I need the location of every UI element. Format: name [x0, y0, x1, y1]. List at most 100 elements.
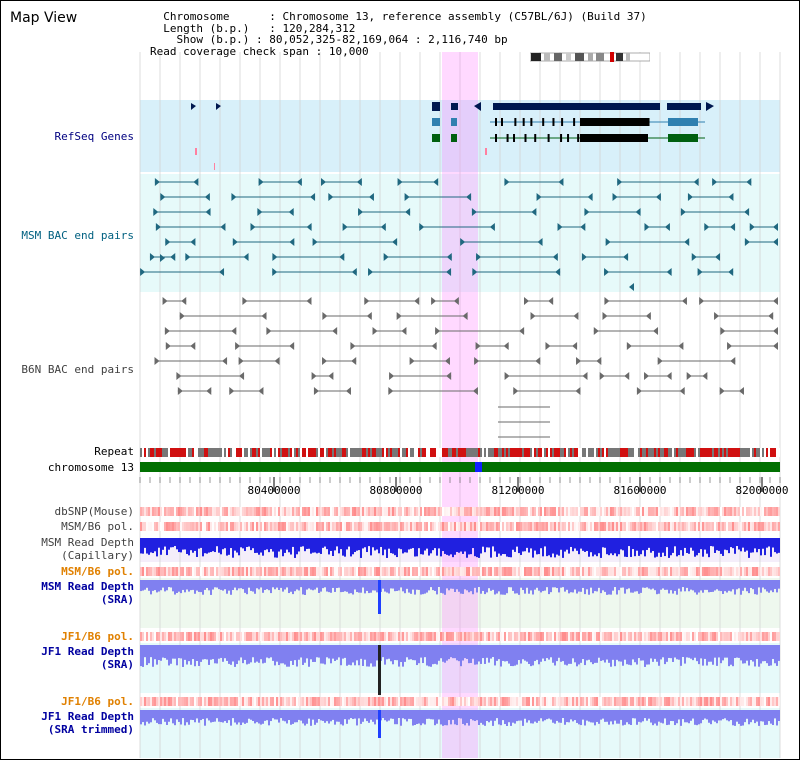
msm-sra-depth [758, 580, 760, 588]
repeat-segment [758, 448, 760, 457]
msm-bac-end [680, 208, 686, 216]
msm-capillary-depth [396, 538, 398, 558]
msm-pol-sra-strip [274, 567, 276, 576]
dbsnp-strip [412, 507, 414, 516]
msm-pol-sra-strip [660, 567, 662, 576]
jf1-trim-depth [164, 710, 166, 722]
jf1-sra-depth [188, 645, 190, 662]
msm-pol-strip [512, 522, 514, 531]
msm-sra-depth [714, 580, 716, 591]
jf1-pol-strip [622, 632, 624, 641]
msm-capillary-depth [316, 538, 318, 554]
msm-bac-end [289, 238, 295, 246]
msm-sra-depth [180, 580, 182, 594]
repeat-segment [150, 448, 152, 457]
jf1-sra-depth [146, 645, 148, 666]
jf1-trim-depth [734, 710, 736, 726]
jf1-trim-depth [690, 710, 692, 721]
jf1-sra-depth [646, 645, 648, 665]
msm-pol-sra-strip [598, 567, 600, 576]
dbsnp-strip [346, 507, 348, 516]
info-coverage-row: Read coverage check span : 10,000 [150, 44, 369, 58]
jf1-pol-strip [156, 632, 158, 641]
repeat-segment [168, 448, 170, 457]
msm-sra-depth [720, 580, 722, 592]
msm-pol-strip [602, 522, 604, 531]
jf1-sra-depth [418, 645, 420, 664]
msm-pol-sra-strip [772, 567, 774, 576]
msm-sra-depth [764, 580, 766, 590]
msm-sra-depth [334, 580, 336, 592]
msm-capillary-depth [640, 538, 642, 555]
jf1-sra-depth [708, 645, 710, 662]
jf1-pol-strip [724, 632, 726, 641]
jf1-pol-trim-strip [478, 697, 480, 706]
jf1-trim-depth [654, 710, 656, 724]
jf1-trim-depth [188, 710, 190, 725]
jf1-pol-strip [768, 632, 770, 641]
jf1-sra-depth [486, 645, 488, 658]
jf1-sra-depth [204, 645, 206, 660]
refseq-exon [561, 118, 564, 126]
msm-bac-end [489, 223, 495, 231]
msm-pol-strip [298, 522, 300, 531]
dbsnp-strip [596, 507, 598, 516]
msm-pol-sra-strip [308, 567, 310, 576]
msm-capillary-depth [212, 538, 214, 552]
dbsnp-strip [580, 507, 582, 516]
jf1-sra-depth [702, 645, 704, 666]
jf1-sra-depth [648, 645, 650, 665]
msm-pol-sra-strip [634, 567, 636, 576]
msm-bac-end [629, 283, 634, 291]
jf1-pol-trim-strip [464, 697, 466, 706]
msm-capillary-depth [696, 538, 698, 556]
jf1-pol-trim-strip [522, 697, 524, 706]
jf1-trim-depth [758, 710, 760, 726]
dbsnp-strip [318, 507, 320, 516]
msm-pol-sra-strip [558, 567, 560, 576]
msm-pol-strip [278, 522, 280, 531]
msm-pol-strip [280, 522, 282, 531]
repeat-segment [176, 448, 178, 457]
msm-sra-depth [278, 580, 280, 591]
msm-pol-strip [206, 522, 208, 531]
msm-capillary-depth [198, 538, 200, 549]
repeat-segment [272, 448, 274, 457]
dbsnp-strip [764, 507, 766, 516]
msm-pol-sra-strip [142, 567, 144, 576]
msm-pol-strip [256, 522, 258, 531]
msm-sra-depth [332, 580, 334, 588]
msm-bac-end [728, 193, 734, 201]
msm-sra-depth [162, 580, 164, 588]
chromosome-marker [475, 462, 482, 472]
msm-pol-strip [400, 522, 402, 531]
jf1-trim-depth [158, 710, 160, 725]
jf1-trim-depth [572, 710, 574, 722]
b6n-bac-end [351, 357, 357, 365]
msm-pol-strip [332, 522, 334, 531]
msm-bac-end [219, 268, 225, 276]
jf1-pol-strip [514, 632, 516, 641]
repeat-segment [186, 448, 188, 457]
repeat-segment [408, 448, 410, 457]
repeat-segment [604, 448, 606, 457]
msm-pol-sra-strip [504, 567, 506, 576]
dbsnp-strip [722, 507, 724, 516]
msm-pol-strip [462, 522, 464, 531]
jf1-pol-trim-strip [630, 697, 632, 706]
refseq-mark [485, 148, 487, 155]
dbsnp-strip [522, 507, 524, 516]
jf1-pol-trim-strip [552, 697, 554, 706]
msm-capillary-depth [666, 538, 668, 548]
msm-sra-depth [588, 580, 590, 595]
repeat-segment [230, 448, 232, 457]
jf1-pol-trim-strip [776, 697, 778, 706]
msm-sra-depth [404, 580, 406, 594]
chromosome-ideogram[interactable] [530, 52, 650, 62]
msm-pol-sra-strip [530, 567, 532, 576]
msm-capillary-depth [772, 538, 774, 548]
msm-sra-depth [624, 580, 626, 594]
msm-pol-strip [434, 522, 436, 531]
repeat-segment [354, 448, 356, 457]
